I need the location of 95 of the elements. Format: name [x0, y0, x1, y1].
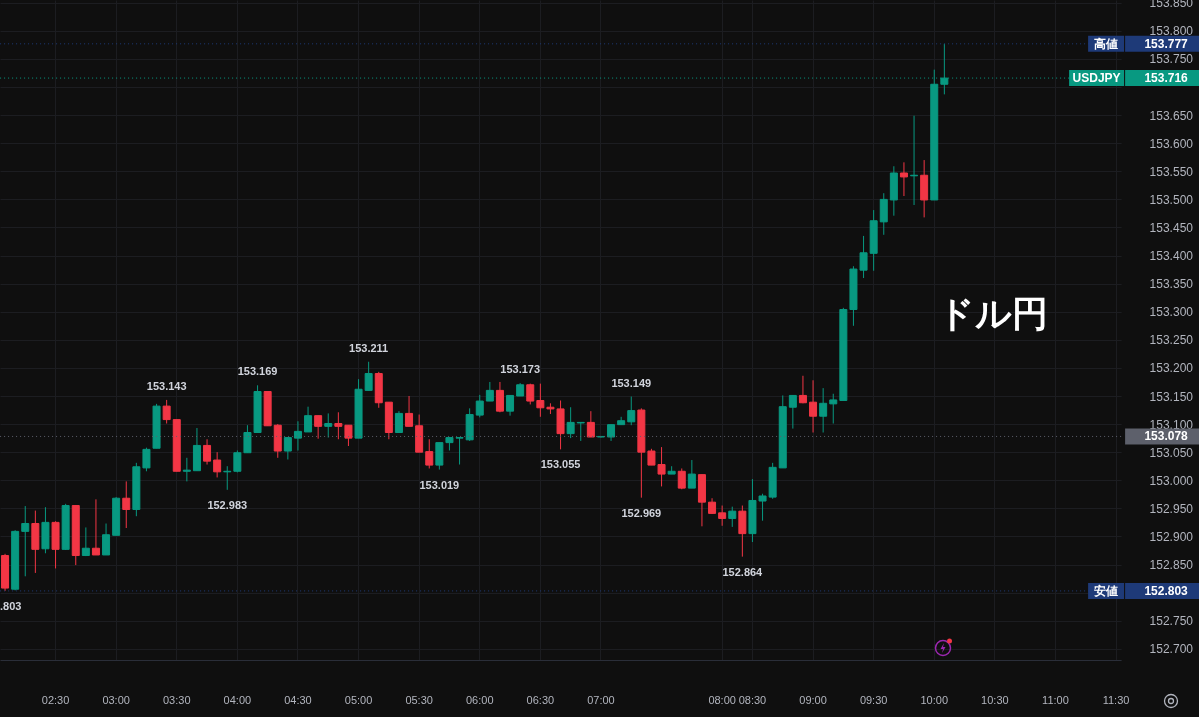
- x-tick-label: 10:30: [981, 693, 1009, 706]
- y-tick-label: 152.950: [1149, 501, 1194, 516]
- candlestick: [425, 438, 434, 469]
- annotation: 152.983: [207, 498, 248, 511]
- candlestick: [788, 394, 797, 430]
- candlestick: [495, 381, 504, 413]
- x-tick-label: 11:00: [1042, 693, 1069, 706]
- y-tick-label: 152.750: [1149, 614, 1194, 629]
- annotation: 153.019: [419, 478, 460, 491]
- y-tick-label: 153.600: [1149, 136, 1194, 151]
- annotation: .803: [0, 599, 22, 612]
- y-tick-label: 153.500: [1149, 192, 1194, 207]
- candlestick: [718, 505, 727, 527]
- x-tick-label: 09:30: [859, 693, 888, 706]
- candlestick: [576, 421, 585, 442]
- y-tick-label: 153.050: [1149, 445, 1194, 460]
- x-tick-label: 05:00: [344, 693, 373, 706]
- candlestick: [728, 506, 737, 528]
- candlestick: [809, 379, 818, 434]
- annotation: 153.169: [237, 365, 278, 378]
- x-tick-label: 03:00: [102, 693, 130, 706]
- candlestick: [819, 387, 828, 434]
- y-tick-label: 153.450: [1149, 220, 1194, 235]
- y-tick-label: 153.000: [1149, 473, 1194, 488]
- y-tick-label: 153.200: [1149, 361, 1194, 376]
- annotation: 153.055: [540, 458, 581, 471]
- candlestick: [566, 406, 575, 439]
- y-tick-label: 153.550: [1149, 164, 1194, 179]
- ref-line-label: 安値: [1094, 583, 1119, 598]
- y-tick-label: 152.700: [1149, 642, 1194, 657]
- candlestick: [879, 192, 888, 236]
- y-tick-label: 153.400: [1149, 249, 1194, 264]
- text: 152.803: [1144, 583, 1189, 598]
- annotation: 153.149: [611, 376, 652, 389]
- y-tick-label: 153.800: [1149, 24, 1194, 39]
- annotation: ドル円: [938, 293, 1048, 334]
- candlestick: [162, 399, 171, 425]
- y-tick-label: 153.650: [1149, 108, 1194, 123]
- candlestick: [586, 410, 595, 438]
- x-tick-label: 07:00: [587, 693, 615, 706]
- text: 153.777: [1144, 36, 1189, 51]
- candlestick: [91, 498, 100, 556]
- candlestick: [687, 459, 696, 489]
- candlestick: [485, 381, 494, 402]
- candlestick: [324, 412, 333, 439]
- candlestick: [405, 395, 414, 427]
- x-tick-label: 08:30: [738, 693, 767, 706]
- candlestick: [81, 526, 90, 557]
- x-tick-label: 02:30: [41, 693, 70, 706]
- x-tick-label: 10:00: [920, 693, 949, 706]
- candlestick: [203, 438, 212, 466]
- x-tick-label: 05:30: [405, 693, 433, 706]
- annotation: 152.864: [722, 565, 764, 578]
- candlestick: [293, 420, 302, 451]
- x-tick-label: 06:00: [465, 693, 494, 706]
- candlestick: [738, 505, 747, 558]
- y-tick-label: 152.850: [1149, 558, 1194, 573]
- candlestick: [829, 393, 838, 425]
- x-tick-label: 11:30: [1102, 693, 1130, 706]
- candlestick: [122, 480, 131, 529]
- candlestick: [475, 394, 484, 418]
- ref-line-label: 高値: [1094, 36, 1119, 51]
- candlestick: [506, 394, 515, 417]
- x-tick-label: 03:30: [162, 693, 191, 706]
- candlestick: [182, 457, 191, 482]
- text: 153.078: [1144, 429, 1189, 444]
- x-tick-label: 06:30: [526, 693, 555, 706]
- candlestick: [304, 406, 313, 433]
- candlestick: [899, 161, 908, 197]
- candlestick: [213, 451, 222, 478]
- candlestick: [364, 361, 373, 391]
- annotation: 153.211: [349, 341, 389, 354]
- x-tick-label: 04:00: [223, 693, 252, 706]
- ref-line-label: USDJPY: [1072, 71, 1121, 86]
- annotation: 153.143: [146, 379, 187, 392]
- candlestick: [627, 396, 636, 426]
- x-tick-label: 04:30: [284, 693, 312, 706]
- candlestick: [314, 415, 323, 440]
- annotation: 152.969: [621, 506, 662, 519]
- candlestick: [283, 437, 292, 460]
- candlestick: [102, 523, 111, 556]
- text: 153.716: [1144, 71, 1189, 86]
- y-tick-label: 153.350: [1149, 277, 1194, 292]
- y-tick-label: 153.100: [1149, 417, 1194, 432]
- y-tick-label: 153.300: [1149, 305, 1194, 320]
- x-tick-label: 08:00: [708, 693, 736, 706]
- candlestick: [21, 505, 30, 577]
- x-tick-label: 09:00: [799, 693, 827, 706]
- y-tick-label: 153.250: [1149, 333, 1194, 348]
- candlestick: [394, 410, 403, 434]
- annotation: 153.173: [500, 363, 541, 376]
- y-tick-label: 152.900: [1149, 529, 1194, 544]
- y-tick-label: 153.150: [1149, 389, 1194, 404]
- candlestick: [798, 375, 807, 404]
- y-tick-label: 153.750: [1149, 52, 1194, 67]
